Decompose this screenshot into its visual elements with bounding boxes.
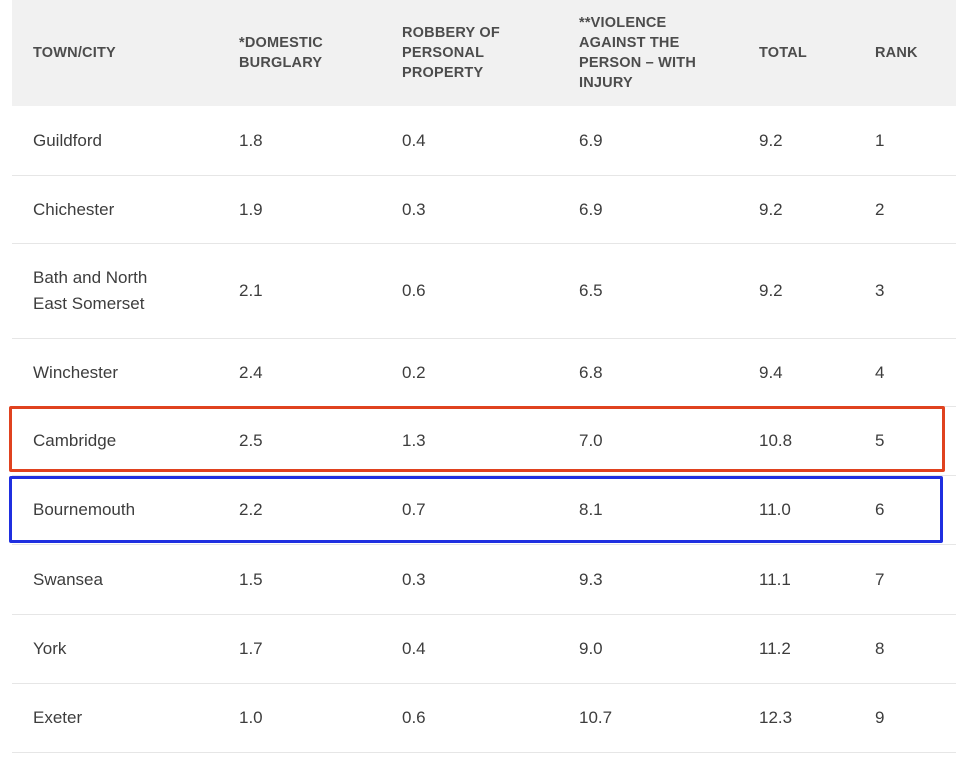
header-town-city: TOWN/CITY	[33, 45, 116, 61]
cell-town: Cambridge	[33, 431, 117, 450]
table-row-cambridge: Cambridge 2.5 1.3 7.0 10.8 5	[12, 407, 956, 476]
cell-rank: 2	[875, 199, 885, 219]
cell-total: 9.2	[759, 199, 783, 219]
table-row-winchester: Winchester 2.4 0.2 6.8 9.4 4	[12, 339, 956, 407]
cell-town: Winchester	[33, 362, 119, 382]
cell-town: York	[33, 639, 67, 658]
cell-rank: 7	[875, 569, 885, 589]
cell-burglary: 2.5	[239, 431, 263, 450]
cell-total: 9.2	[759, 281, 783, 300]
cell-burglary: 2.1	[239, 281, 263, 300]
table-row-chichester: Chichester 1.9 0.3 6.9 9.2 2	[12, 176, 956, 244]
cell-total: 10.8	[759, 431, 793, 450]
cell-total: 11.0	[759, 500, 791, 519]
cell-burglary: 2.4	[239, 362, 263, 382]
cell-violence: 6.9	[579, 199, 603, 219]
cell-robbery: 0.6	[402, 281, 426, 300]
cell-town: Bath and North East Somerset	[33, 268, 148, 313]
cell-violence: 9.0	[579, 639, 603, 658]
cell-town: Exeter	[33, 708, 83, 727]
cell-town: Swansea	[33, 569, 103, 589]
cell-robbery: 0.3	[402, 569, 426, 589]
cell-robbery: 0.2	[402, 362, 426, 382]
cell-rank: 1	[875, 130, 885, 150]
header-domestic-burglary: *DOMESTIC BURGLARY	[239, 35, 323, 71]
cell-burglary: 2.2	[239, 500, 263, 519]
cell-robbery: 0.4	[402, 130, 426, 150]
header-robbery-personal-property: ROBBERY OF PERSONAL PROPERTY	[402, 25, 500, 81]
header-total: TOTAL	[759, 45, 807, 61]
cell-total: 11.2	[759, 639, 791, 658]
cell-total: 9.4	[759, 362, 783, 382]
cell-robbery: 0.6	[402, 708, 426, 727]
cell-burglary: 1.0	[239, 708, 263, 727]
table-row-swansea: Swansea 1.5 0.3 9.3 11.1 7	[12, 545, 956, 615]
header-rank: RANK	[875, 45, 918, 61]
cell-burglary: 1.9	[239, 199, 263, 219]
table-header: TOWN/CITY *DOMESTIC BURGLARY ROBBERY OF …	[12, 0, 956, 106]
cell-town: Chichester	[33, 199, 115, 219]
cell-violence: 6.8	[579, 362, 603, 382]
table-row-bournemouth: Bournemouth 2.2 0.7 8.1 11.0 6	[12, 476, 956, 545]
cell-town: Guildford	[33, 130, 102, 150]
cell-violence: 10.7	[579, 708, 613, 727]
cell-violence: 9.3	[579, 569, 603, 589]
cell-total: 12.3	[759, 708, 793, 727]
crime-rate-table: TOWN/CITY *DOMESTIC BURGLARY ROBBERY OF …	[12, 0, 956, 753]
cell-total: 11.1	[759, 569, 791, 589]
cell-violence: 7.0	[579, 431, 603, 450]
table-row-guildford: Guildford 1.8 0.4 6.9 9.2 1	[12, 106, 956, 176]
cell-violence: 6.9	[579, 130, 603, 150]
cell-rank: 6	[875, 500, 885, 519]
cell-total: 9.2	[759, 130, 783, 150]
cell-burglary: 1.7	[239, 639, 263, 658]
cell-rank: 9	[875, 708, 885, 727]
table-row-exeter: Exeter 1.0 0.6 10.7 12.3 9	[12, 684, 956, 753]
cell-rank: 5	[875, 431, 885, 450]
table-row-bath-and-north-east-somerset: Bath and North East Somerset 2.1 0.6 6.5…	[12, 244, 956, 339]
cell-violence: 8.1	[579, 500, 603, 519]
cell-rank: 4	[875, 362, 885, 382]
table-row-york: York 1.7 0.4 9.0 11.2 8	[12, 615, 956, 684]
cell-robbery: 0.4	[402, 639, 426, 658]
cell-burglary: 1.8	[239, 130, 263, 150]
cell-violence: 6.5	[579, 281, 603, 300]
header-violence-with-injury: **VIOLENCE AGAINST THE PERSON – WITH INJ…	[579, 15, 696, 91]
cell-robbery: 0.3	[402, 199, 426, 219]
cell-rank: 3	[875, 281, 885, 300]
cell-burglary: 1.5	[239, 569, 263, 589]
cell-town: Bournemouth	[33, 500, 136, 519]
cell-robbery: 0.7	[402, 500, 426, 519]
cell-robbery: 1.3	[402, 431, 426, 450]
cell-rank: 8	[875, 639, 885, 658]
